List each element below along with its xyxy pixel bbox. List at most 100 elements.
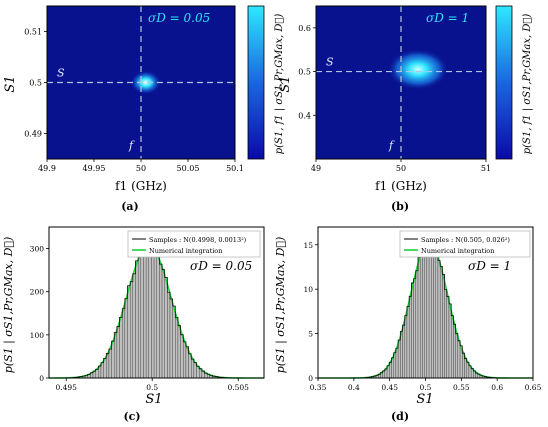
histogram-c-bar <box>191 358 195 379</box>
histogram-d-legend-box <box>399 230 531 258</box>
panel-d-label: (d) <box>391 410 409 423</box>
panel-b-label: (b) <box>391 200 409 213</box>
histogram-c-bar <box>140 249 144 379</box>
histogram-c-bar <box>169 298 173 379</box>
histogram-c-bar <box>151 245 155 379</box>
histogram-d-bar <box>433 250 436 379</box>
heatmap-b-ytick-label: 0.6 <box>298 24 311 33</box>
histogram-c-bar <box>172 305 176 379</box>
histogram-c-bar <box>119 317 123 379</box>
histogram-c-bar <box>175 317 179 379</box>
histogram-c-xtick-label: 0.495 <box>55 383 77 392</box>
histogram-c-legend-integration: Numerical integration <box>149 247 222 255</box>
histogram-c-bar <box>111 340 115 379</box>
histogram-d-ylabel: p(S1 | σS1,Pr,GMax, D⃗) <box>274 237 288 374</box>
histogram-c-bar <box>188 353 192 379</box>
panel-c: 0.495 0.5 0.505 0 100 200 300 Samples : N(0.49… <box>2 226 265 423</box>
histogram-d-xtick-label: 0.4 <box>348 383 360 392</box>
histogram-d-bar <box>446 296 450 379</box>
heatmap-b-ytick-label: 0.5 <box>298 68 311 77</box>
histogram-c-bar <box>124 298 128 379</box>
histogram-c-legend-samples: Samples : N(0.4998, 0.0013²) <box>149 236 247 244</box>
histogram-c-ytick-label: 0 <box>39 374 44 383</box>
histogram-c-bar <box>145 249 149 379</box>
heatmap-a-ytick-label: 0.51 <box>24 28 42 37</box>
histogram-c-annotation: σD = 0.05 <box>190 259 252 273</box>
histogram-d-bar <box>435 252 439 379</box>
histogram-d-ytick-label: 5 <box>308 330 313 339</box>
histogram-d-ytick-label: 15 <box>303 241 313 250</box>
heatmap-a-xtick-label: 49.95 <box>83 164 106 173</box>
heatmap-b-crosshair-x-label: f <box>388 139 395 152</box>
histogram-d-bar <box>428 237 432 379</box>
histogram-d-xtick-label: 0.45 <box>381 383 398 392</box>
histogram-d-bar <box>415 270 419 379</box>
histogram-c-bar <box>148 241 152 379</box>
histogram-d-ytick-label: 10 <box>303 285 313 294</box>
histogram-d-bar <box>417 257 421 379</box>
histogram-c-ytick-label: 200 <box>30 288 45 297</box>
colorbar-a-label: p(S1, f1 | σS1,Pr,GMax, D⃗) <box>274 14 285 155</box>
histogram-d-annotation: σD = 1 <box>468 259 511 273</box>
histogram-c-bar <box>137 256 141 379</box>
heatmap-b-ytick-label: 0.4 <box>298 111 311 120</box>
histogram-c-legend: Samples : N(0.4998, 0.0013²) Numerical i… <box>127 230 261 258</box>
heatmap-a-crosshair-y-label: S <box>57 67 65 80</box>
histogram-c-bar <box>122 308 126 379</box>
histogram-d-bar <box>408 296 412 379</box>
histogram-c-bar <box>161 269 165 379</box>
histogram-c-bar <box>167 292 171 379</box>
heatmap-b-xtick-label: 50 <box>396 164 406 173</box>
histogram-d-xtick-label: 0.65 <box>525 383 542 392</box>
heatmap-b-peak <box>387 48 449 90</box>
histogram-d-bar <box>457 340 461 379</box>
heatmap-b-xlabel: f1 (GHz) <box>375 179 427 193</box>
histogram-c-bar <box>177 325 181 379</box>
histogram-c-ytick-label: 300 <box>30 245 45 254</box>
histogram-d-legend-samples: Samples : N(0.505, 0.026²) <box>421 236 510 244</box>
colorbar-a <box>247 5 265 160</box>
heatmap-a-ytick-label: 0.5 <box>29 79 42 88</box>
histogram-c-xlabel: S1 <box>145 392 162 407</box>
histogram-c-ytick-label: 100 <box>30 331 45 340</box>
heatmap-a-ylabel: S1 <box>3 75 18 92</box>
histogram-c-bar <box>159 263 163 379</box>
histogram-d-bar <box>424 244 428 379</box>
histogram-d-bar <box>444 289 447 379</box>
panel-a-label: (a) <box>121 200 139 213</box>
histogram-d-legend-integration: Numerical integration <box>421 247 494 255</box>
colorbar-b <box>495 5 513 160</box>
histogram-d-xtick-label: 0.35 <box>310 383 327 392</box>
heatmap-b-xtick-label: 49 <box>311 164 321 173</box>
histogram-c-ylabel: p(S1 | σS1,Pr,GMax, D⃗) <box>2 237 16 374</box>
heatmap-b-crosshair-y-label: S <box>326 56 334 69</box>
histogram-c-bar <box>129 281 134 379</box>
heatmap-b-ylabel: S1 <box>278 75 293 92</box>
heatmap-a-xlabel: f1 (GHz) <box>115 179 167 193</box>
histogram-c-bar <box>135 260 139 379</box>
heatmap-a-annotation: σD = 0.05 <box>148 11 210 25</box>
histogram-c-xtick-label: 0.505 <box>227 383 249 392</box>
histogram-d-bar <box>413 278 416 379</box>
histogram-c-bars <box>63 241 234 379</box>
histogram-d-bar <box>431 241 434 379</box>
histogram-c-bar <box>164 277 168 379</box>
histogram-d-bar <box>437 260 441 379</box>
histogram-d-legend: Samples : N(0.505, 0.026²) Numerical int… <box>399 230 531 258</box>
heatmap-a-ytick-label: 0.49 <box>24 130 42 139</box>
histogram-c-bar <box>180 334 184 379</box>
histogram-d-bar <box>422 246 425 379</box>
histogram-d-bar <box>439 266 443 379</box>
heatmap-b-xtick-label: 51 <box>481 164 491 173</box>
histogram-c-xtick-label: 0.5 <box>146 383 158 392</box>
histogram-c-bar <box>127 285 131 379</box>
histogram-d-bar <box>426 245 430 379</box>
histogram-c-bar <box>183 341 187 379</box>
histogram-c-bar <box>132 273 136 379</box>
histogram-c-bar <box>108 348 112 379</box>
histogram-d-xtick-label: 0.55 <box>453 383 470 392</box>
histogram-c-bar <box>153 254 157 379</box>
histogram-d-xtick-label: 0.5 <box>420 383 432 392</box>
histogram-c-legend-box <box>127 230 261 258</box>
